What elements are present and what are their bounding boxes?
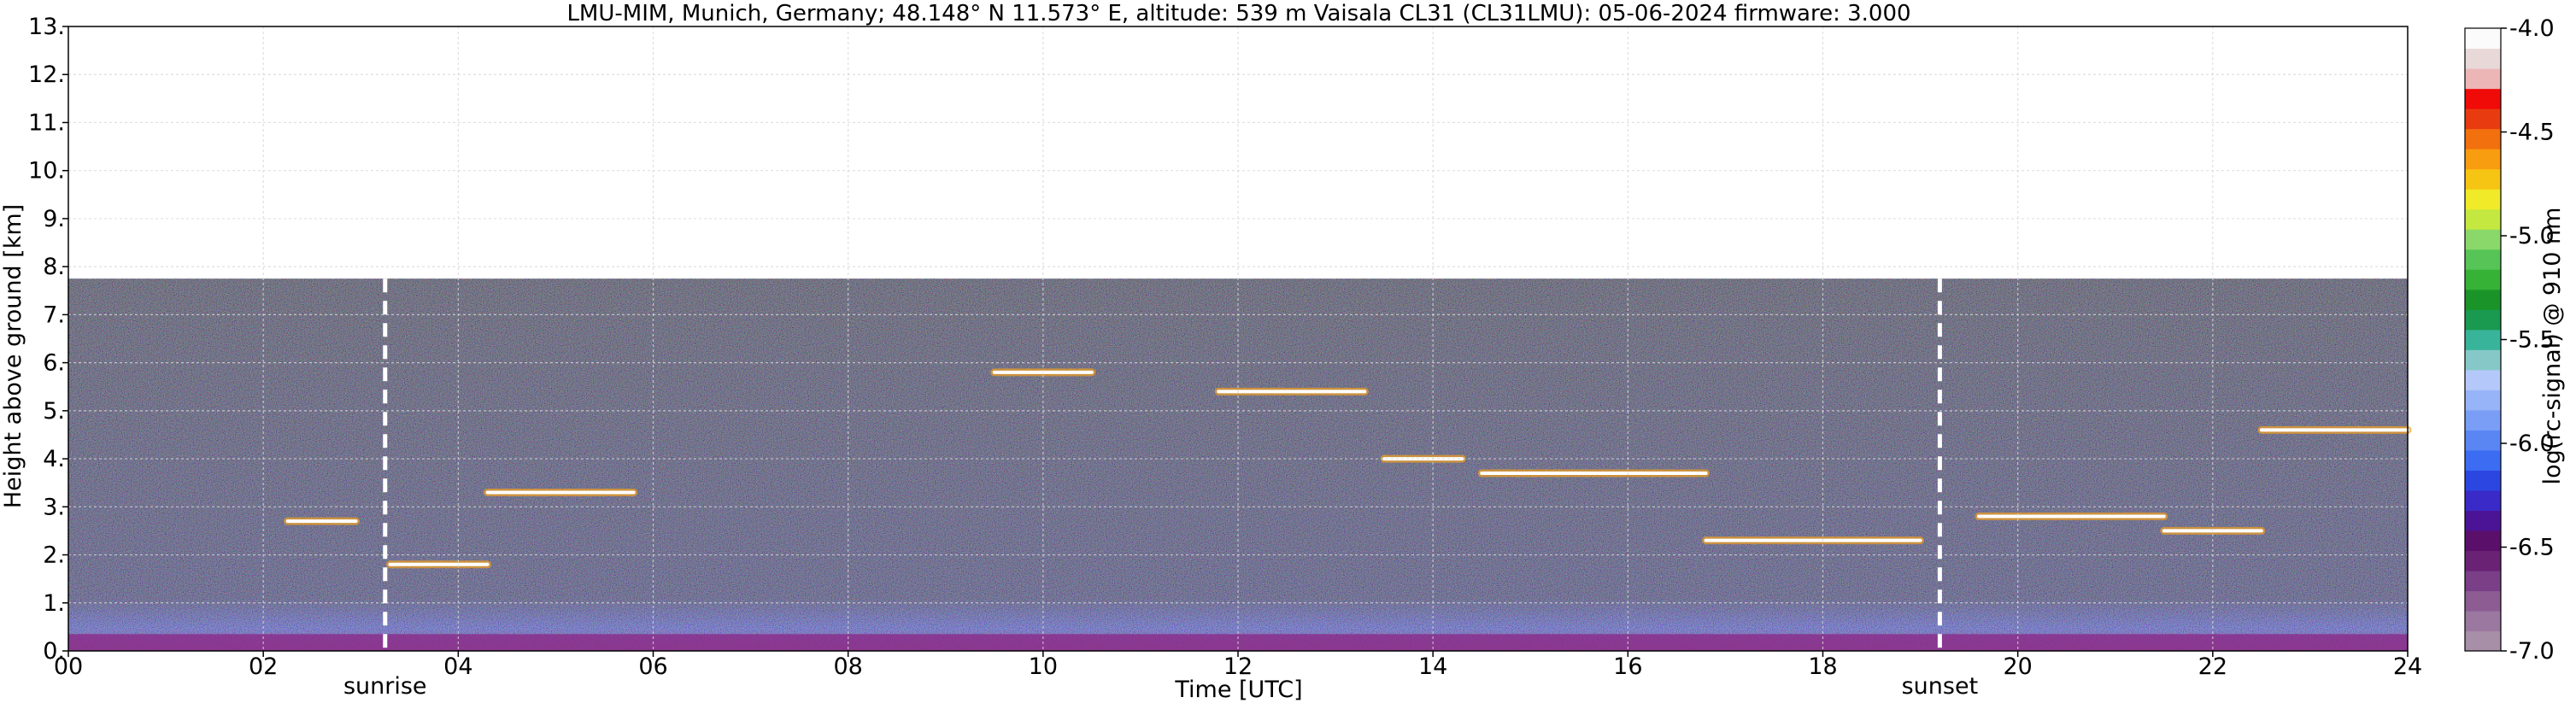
chart-title: LMU-MIM, Munich, Germany; 48.148° N 11.5… [566, 1, 1910, 26]
y-tick-label: 1. [43, 590, 65, 617]
colorbar-segment [2465, 149, 2501, 170]
colorbar-segment [2465, 489, 2501, 511]
y-tick-label: 4. [43, 446, 65, 472]
sunset-label: sunset [1902, 673, 1979, 700]
colorbar-segment [2465, 269, 2501, 290]
colorbar: -7.0 -6.5 -6.0 -5.5 -5.0 -4.5 -4.0 [2464, 15, 2555, 665]
colorbar-label: log(rc-signal) @ 910 nm [2539, 208, 2566, 485]
colorbar-segment [2465, 630, 2501, 652]
colorbar-segment [2465, 449, 2501, 471]
colorbar-tick-label: -6.5 [2509, 535, 2555, 561]
x-tick-label: 18 [1808, 653, 1837, 680]
colorbar-segment [2465, 329, 2501, 350]
colorbar-segment [2465, 409, 2501, 431]
x-tick-label: 06 [638, 653, 667, 680]
colorbar-segment [2465, 510, 2501, 531]
y-axis-label: Height above ground [km] [0, 204, 26, 508]
y-tick-label: 9. [43, 206, 65, 232]
sunrise-label: sunrise [343, 673, 427, 700]
colorbar-segment [2465, 530, 2501, 552]
x-axis-label: Time [UTC] [1174, 677, 1302, 703]
colorbar-segment [2465, 550, 2501, 571]
y-tick-label: 2. [43, 542, 65, 569]
colorbar-tick-label: -4.0 [2509, 15, 2555, 42]
y-tick-label: 11. [28, 109, 65, 136]
colorbar-segment [2465, 189, 2501, 210]
y-tick-label: 5. [43, 398, 65, 425]
colorbar-tick-label: -5.0 [2509, 223, 2555, 249]
colorbar-segment [2465, 470, 2501, 491]
x-tick-label: 12 [1223, 653, 1253, 680]
x-tick-label: 10 [1029, 653, 1058, 680]
y-tick-label: 8. [43, 254, 65, 280]
y-tick-label: 13. [28, 14, 65, 40]
x-tick-label: 04 [443, 653, 472, 680]
axes: sunrise sunset 00 02 04 06 08 10 12 14 16 18 20 22 24 0… [28, 14, 2422, 700]
colorbar-segment [2465, 108, 2501, 130]
colorbar-segment [2465, 309, 2501, 331]
x-tick-label: 22 [2198, 653, 2227, 680]
x-tick-label: 24 [2393, 653, 2422, 680]
y-tick-label: 6. [43, 350, 65, 377]
colorbar-segment [2465, 48, 2501, 69]
x-tick-label: 08 [833, 653, 862, 680]
colorbar-segment [2465, 88, 2501, 109]
x-tick-label: 14 [1418, 653, 1447, 680]
y-tick-label: 10. [28, 158, 65, 185]
colorbar-segment [2465, 390, 2501, 411]
colorbar-tick-label: -6.0 [2509, 431, 2555, 457]
colorbar-segment [2465, 610, 2501, 632]
y-tick-label: 3. [43, 494, 65, 520]
colorbar-segment [2465, 430, 2501, 451]
y-tick-label: 0. [43, 638, 65, 665]
colorbar-segment [2465, 369, 2501, 390]
colorbar-segment [2465, 28, 2501, 50]
colorbar-tick-label: -5.5 [2509, 327, 2555, 354]
y-tick-label: 12. [28, 62, 65, 88]
colorbar-segment [2465, 570, 2501, 592]
colorbar-segment [2465, 590, 2501, 612]
colorbar-segment [2465, 249, 2501, 270]
colorbar-segment [2465, 229, 2501, 250]
colorbar-segment [2465, 289, 2501, 310]
x-tick-label: 00 [54, 653, 83, 680]
y-tick-label: 7. [43, 302, 65, 328]
x-tick-label: 20 [2003, 653, 2032, 680]
colorbar-segment [2465, 349, 2501, 371]
colorbar-segment [2465, 68, 2501, 90]
colorbar-segment [2465, 128, 2501, 149]
colorbar-tick-label: -7.0 [2509, 638, 2555, 665]
colorbar-segment [2465, 168, 2501, 190]
x-tick-label: 02 [249, 653, 278, 680]
plot-area [68, 26, 2412, 651]
colorbar-segment [2465, 208, 2501, 230]
x-tick-label: 16 [1613, 653, 1642, 680]
colorbar-tick-label: -4.5 [2509, 120, 2555, 146]
